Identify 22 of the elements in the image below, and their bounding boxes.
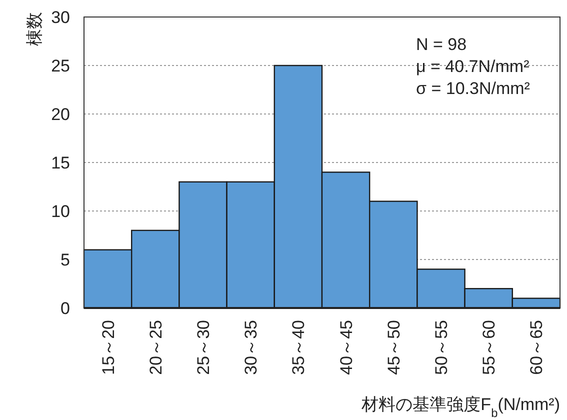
y-tick-label: 25 xyxy=(51,56,70,76)
x-tick-label: 40～45 xyxy=(336,320,356,375)
x-tick-label: 55～60 xyxy=(480,320,499,375)
x-axis-title: 材料の基準強度F$_{b}$(N/mm²) xyxy=(360,395,560,420)
x-tick-label: 35～40 xyxy=(289,320,308,375)
y-tick-label: 15 xyxy=(51,153,70,172)
y-tick-label: 30 xyxy=(51,8,70,27)
y-axis-title: 棟数 xyxy=(24,12,44,46)
x-tick-label: 25～30 xyxy=(194,320,213,375)
y-tick-label: 20 xyxy=(51,104,70,124)
y-tick-label: 5 xyxy=(60,250,70,270)
x-tick-label: 30～35 xyxy=(242,320,261,375)
annotation: σ = 10.3N/mm² xyxy=(416,79,530,98)
x-tick-label: 15～20 xyxy=(98,320,118,375)
annotation: μ = 40.7N/mm² xyxy=(416,57,530,76)
x-tick-label: 60～65 xyxy=(527,320,546,375)
x-tick-label: 20～25 xyxy=(146,320,166,375)
y-tick-label: 0 xyxy=(60,298,70,318)
y-tick-label: 10 xyxy=(51,202,70,221)
annotation: N = 98 xyxy=(416,35,467,54)
x-tick-label: 50～55 xyxy=(432,320,451,375)
x-tick-label: 45～50 xyxy=(384,320,404,375)
